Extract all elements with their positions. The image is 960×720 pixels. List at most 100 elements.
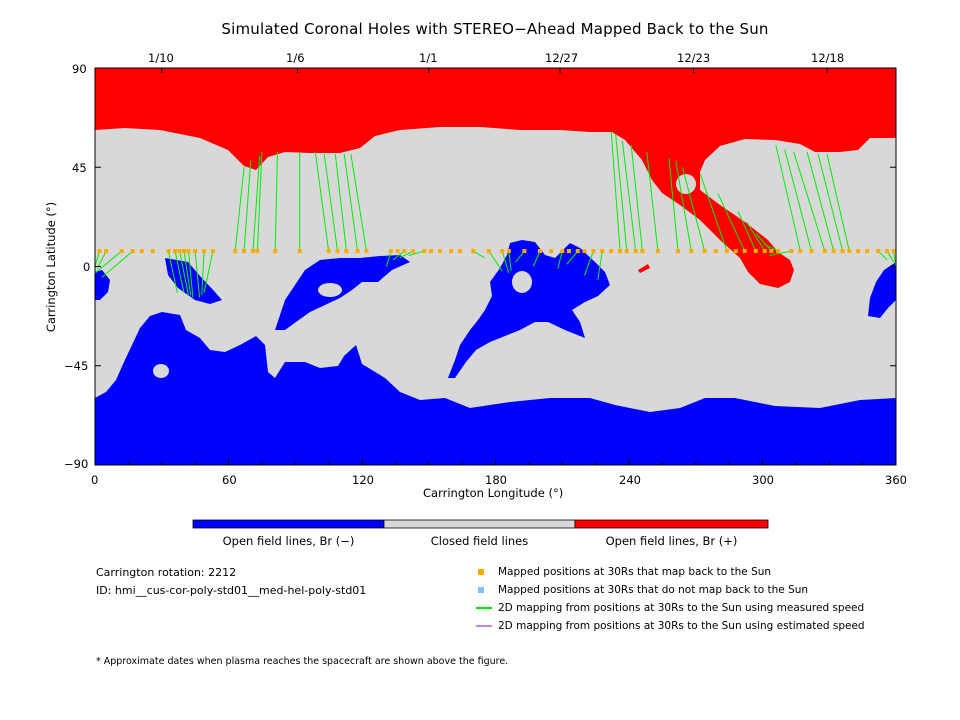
footnote: * Approximate dates when plasma reaches … [96,656,509,667]
mapped-position-marker [402,249,407,254]
mapping-line [646,151,659,252]
mapped-position-marker [449,249,453,254]
mapped-position-marker [538,249,542,254]
model-id: ID: hmi__cus-cor-poly-std01__med-hel-pol… [96,584,367,597]
y-tick-label: 90 [72,62,87,76]
mapped-position-marker [713,249,718,254]
mapping-line [385,250,392,267]
mapping-line [769,250,792,256]
mapping-line [817,153,844,252]
mapped-position-marker [831,249,836,254]
mapped-position-marker [242,249,247,254]
date-label: 1/10 [148,51,174,65]
map-regions [95,68,896,465]
mapping-line [699,173,728,252]
mapped-position-marker [457,249,462,254]
mapped-position-marker [186,249,191,254]
mapped-position-marker [471,249,476,254]
mapped-position-marker [575,249,580,254]
mapped-position-marker [566,249,571,254]
mapped-position-marker [560,249,565,254]
x-axis-label: Carrington Longitude (°) [423,486,564,500]
mapping-line [243,160,252,252]
mapping-line [532,250,541,267]
mapped-position-marker [202,249,207,254]
mapped-position-marker [789,249,794,254]
y-axis-label: Carrington Latitude (°) [44,201,58,333]
mapped-position-marker [724,249,729,254]
mapped-position-marker [250,249,255,254]
mapped-position-marker [582,249,587,254]
mapping-line [746,222,766,252]
mapped-position-marker [388,249,393,254]
mapping-line [201,251,205,296]
colorbar-label-closed: Closed field lines [430,534,529,548]
colorbar-label-negative: Open field lines, Br (−) [222,534,355,548]
mapped-position-marker [885,249,890,254]
mapping-line [187,251,194,298]
date-label: 1/1 [419,51,438,65]
mapped-position-marker [809,249,814,254]
closed-island [512,271,532,293]
mapping-line [334,153,347,252]
mapping-line [566,250,579,265]
mapping-line [675,160,692,252]
mapping-line [501,250,510,274]
mapped-position-marker [675,249,680,254]
mapped-position-marker [840,249,845,254]
y-tick-label: 45 [72,161,87,175]
mapping-line [96,250,107,269]
mapped-position-marker [618,249,623,254]
mapping-line [630,145,643,252]
mapped-position-marker [130,249,135,254]
mapping-line [610,131,621,252]
mapped-positions [97,249,896,254]
legend-label-estimated: 2D mapping from positions at 30Rs to the… [498,620,865,632]
mapping-line [167,250,178,294]
mapped-position-marker [335,249,340,254]
mapping-line [615,134,628,252]
mapping-line [408,250,425,256]
mapped-position-marker [769,249,774,254]
mapping-line [826,153,850,252]
mapping-line [94,250,123,274]
mapped-position-marker [355,249,360,254]
mapped-position-marker [742,249,747,254]
legend-symbol-mapped [478,569,484,575]
mapped-position-marker [591,249,596,254]
carrington-rotation: Carrington rotation: 2212 [96,566,237,579]
mapping-line [234,167,245,252]
mapping-line [681,167,706,252]
x-tick-label: 60 [222,473,237,487]
mapped-position-marker [486,249,491,254]
legend-label-mapped: Mapped positions at 30Rs that map back t… [498,566,772,578]
mapped-position-marker [891,249,896,254]
mapped-position-marker [193,249,198,254]
closed-island [318,283,342,297]
mapping-line [274,151,278,252]
mapping-line [717,193,746,252]
mapped-position-marker [624,249,629,254]
mapping-line [194,251,201,298]
axis-ticks [94,67,897,466]
mapped-position-marker [522,249,527,254]
x-tick-label: 120 [352,473,374,487]
x-tick-label: 180 [485,473,507,487]
mapping-line [399,250,414,259]
x-tick-label: 0 [91,473,99,487]
mapping-line [621,140,637,252]
mapping-line [174,250,185,294]
mapping-line [94,250,100,267]
mapped-position-marker [655,249,660,254]
legend-symbol-unmapped [478,587,484,593]
mapped-position-marker [733,249,738,254]
mapped-position-marker [822,249,827,254]
colorbar-positive [574,519,769,529]
mapping-line [350,153,367,252]
mapping-line [737,211,757,252]
mapping-line [775,145,801,252]
mapped-position-marker [104,249,109,254]
mapped-position-marker [702,249,707,254]
mapping-line [179,250,189,296]
mapped-position-marker [411,249,416,254]
